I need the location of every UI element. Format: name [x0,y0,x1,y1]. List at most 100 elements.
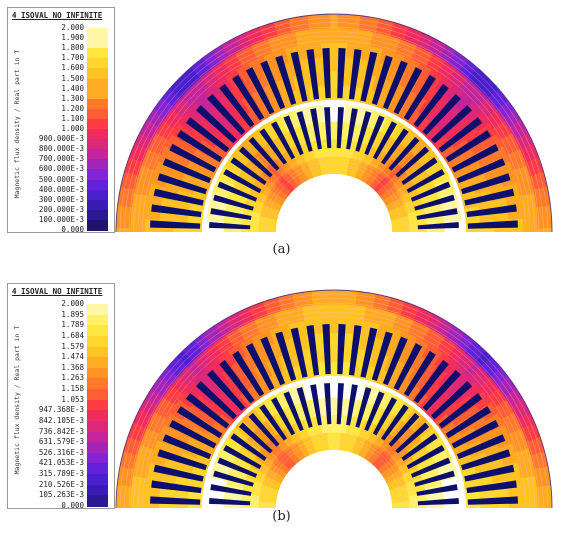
rotor-core-cell [380,434,393,450]
stator-yoke-cell [283,369,292,385]
rotor-core-cell [293,166,305,183]
rotor-core-cell [229,192,248,201]
stator-yoke-cell [213,340,226,356]
stator-yoke-cell [398,347,409,363]
rotor-core-cell [320,379,325,399]
rotor-core-cell [260,485,279,493]
stator-yoke-cell [258,301,268,317]
stator-yoke-cell [330,56,334,72]
stator-yoke-cell [115,220,131,226]
stator-yoke-cell [187,67,201,82]
rotor-core-cell [443,489,462,495]
rotor-core-cell [389,488,408,494]
stator-yoke-cell [138,444,154,454]
rotor-core-cell [303,143,311,161]
stator-yoke-cell [407,43,418,60]
rotor-core-cell [224,484,244,491]
stator-yoke-cell [197,373,211,387]
rotor-core-cell [258,218,277,224]
rotor-core-cell [267,440,282,455]
rotor-core-cell [316,433,322,452]
flux-line [128,26,540,232]
stator-yoke-cell [159,97,174,110]
stator-yoke-cell [525,156,541,166]
stator-yoke-cell [387,373,397,389]
stator-yoke-cell [216,338,229,354]
motor-section [115,13,553,232]
rotor-core-cell [279,178,293,192]
stator-yoke-cell [413,79,425,95]
rotor-core-cell [418,149,434,163]
stator-slot [322,48,331,99]
rotor-core-cell [360,164,370,181]
rotor-core-cell [375,179,390,193]
stator-yoke-cell [508,118,524,131]
rotor-core-cell [258,501,277,505]
stator-yoke-cell [210,342,223,358]
stator-yoke-cell [410,321,421,337]
rotor-core-cell [382,392,393,410]
color-swatch [87,169,108,181]
stator-yoke-cell [168,385,183,398]
rotor-core-cell [279,454,293,468]
caption-a: (a) [272,242,291,257]
stator-yoke-cell [435,42,447,58]
rotor-core-cell [419,426,436,440]
stator-yoke-cell [494,123,510,135]
color-swatch [87,58,108,69]
stator-yoke-cell [482,105,498,119]
rotor-core-cell [441,478,460,486]
stator-yoke-cell [162,117,178,130]
rotor-core-cell [442,480,461,487]
stator-yoke-cell [201,55,215,70]
rotor-core-cell [390,213,409,219]
rotor-core-cell [241,141,256,156]
rotor-core-cell [284,172,298,188]
stator-yoke-cell [330,361,334,377]
stator-yoke-cell [516,178,533,187]
rotor-core-cell [281,153,293,170]
stator-yoke-cell [251,28,262,44]
rotor-core-cell [294,146,304,164]
rotor-core-cell [274,434,288,450]
stator-yoke-cell [224,350,237,365]
color-scale [87,28,108,231]
stator-yoke-cell [456,394,471,407]
rotor-core-cell [345,157,352,176]
rotor-core-cell [315,157,321,176]
stator-yoke-cell [216,62,229,78]
rotor-core-cell [381,465,398,477]
rotor-core-cell [253,182,270,194]
rotor-core-cell [365,147,375,165]
stator-yoke-cell [441,147,456,159]
stator-yoke-cell [463,482,480,488]
stator-yoke-cell [321,13,327,29]
rotor-core-cell [411,171,429,183]
rotor-core-cell [265,419,279,435]
rotor-core-cell [320,121,325,140]
stator-yoke-cell [465,216,481,221]
color-swatch [87,179,108,191]
rotor-core-cell [372,175,386,190]
stator-yoke-cell [513,128,529,140]
rotor-core-cell [240,222,259,226]
stator-yoke-cell [143,155,159,165]
rotor-core-cell [276,157,289,173]
rotor-core-cell [340,414,344,433]
rotor-core-cell [417,183,435,193]
stator-yoke-cell [256,317,267,333]
stator-yoke-cell [511,161,528,171]
stator-slot [382,60,408,110]
rotor-core-cell [374,408,385,426]
stator-yoke-cell [467,87,481,101]
rotor-core-cell [228,470,247,478]
stator-yoke-cell [500,382,516,395]
rotor-core-cell [443,215,462,221]
stator-yoke-cell [401,41,411,57]
rotor-core-cell [437,185,455,195]
rotor-core-cell [258,221,277,226]
rotor-core-cell [258,222,277,227]
stator-yoke-cell [494,399,510,411]
stator-yoke-cell [209,86,222,101]
rotor-core-cell [428,165,446,177]
